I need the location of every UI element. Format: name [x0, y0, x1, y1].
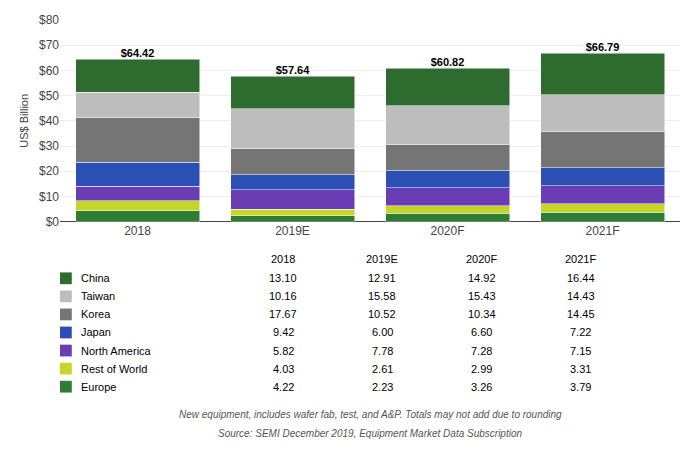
svg-text:10.52: 10.52: [368, 308, 396, 320]
svg-text:7.15: 7.15: [570, 345, 591, 357]
svg-text:Source: SEMI December 2019, Eq: Source: SEMI December 2019, Equipment Ma…: [218, 428, 522, 439]
svg-text:9.42: 9.42: [273, 326, 294, 338]
svg-text:16.44: 16.44: [567, 272, 595, 284]
svg-text:2020F: 2020F: [466, 253, 497, 265]
svg-text:2.99: 2.99: [471, 363, 492, 375]
svg-text:2021F: 2021F: [585, 224, 619, 238]
svg-text:15.58: 15.58: [368, 290, 396, 302]
svg-text:$10: $10: [39, 190, 59, 204]
svg-text:2018: 2018: [271, 253, 295, 265]
svg-text:15.43: 15.43: [468, 290, 496, 302]
svg-text:China: China: [81, 272, 111, 284]
svg-text:4.03: 4.03: [273, 363, 294, 375]
svg-text:$57.64: $57.64: [276, 64, 311, 76]
svg-text:14.92: 14.92: [468, 272, 496, 284]
svg-text:5.82: 5.82: [273, 345, 294, 357]
svg-text:$30: $30: [39, 139, 59, 153]
svg-text:Rest of World: Rest of World: [81, 363, 147, 375]
svg-text:Taiwan: Taiwan: [81, 290, 115, 302]
svg-text:6.00: 6.00: [372, 326, 393, 338]
svg-text:$60: $60: [39, 64, 59, 78]
svg-text:$50: $50: [39, 89, 59, 103]
svg-text:$20: $20: [39, 164, 59, 178]
svg-text:$80: $80: [39, 13, 59, 27]
svg-text:$70: $70: [39, 38, 59, 52]
svg-text:$64.42: $64.42: [121, 47, 155, 59]
svg-text:2019E: 2019E: [275, 224, 310, 238]
svg-text:2021F: 2021F: [565, 253, 596, 265]
svg-text:10.16: 10.16: [269, 290, 297, 302]
svg-text:$66.79: $66.79: [586, 41, 620, 53]
svg-text:4.22: 4.22: [273, 381, 294, 393]
svg-text:Korea: Korea: [81, 308, 111, 320]
svg-text:$40: $40: [39, 114, 59, 128]
svg-text:2.61: 2.61: [372, 363, 393, 375]
svg-text:Europe: Europe: [81, 381, 116, 393]
svg-text:7.22: 7.22: [570, 326, 591, 338]
svg-text:14.45: 14.45: [567, 308, 595, 320]
svg-text:13.10: 13.10: [269, 272, 297, 284]
svg-text:3.26: 3.26: [471, 381, 492, 393]
svg-text:12.91: 12.91: [368, 272, 396, 284]
svg-text:2.23: 2.23: [372, 381, 393, 393]
svg-text:10.34: 10.34: [468, 308, 496, 320]
svg-text:7.78: 7.78: [372, 345, 393, 357]
svg-text:3.79: 3.79: [570, 381, 591, 393]
svg-text:New equipment, includes wafer: New equipment, includes wafer fab, test,…: [179, 409, 562, 420]
svg-text:17.67: 17.67: [269, 308, 297, 320]
svg-text:7.28: 7.28: [471, 345, 492, 357]
svg-text:14.43: 14.43: [567, 290, 595, 302]
svg-text:2019E: 2019E: [366, 253, 398, 265]
svg-text:North America: North America: [81, 345, 152, 357]
svg-text:US$ Billion: US$ Billion: [18, 94, 30, 148]
svg-text:2020F: 2020F: [430, 224, 464, 238]
svg-text:3.31: 3.31: [570, 363, 591, 375]
svg-text:Japan: Japan: [81, 326, 111, 338]
svg-text:$0: $0: [46, 215, 60, 229]
svg-text:$60.82: $60.82: [431, 56, 465, 68]
svg-text:6.60: 6.60: [471, 326, 492, 338]
svg-text:2018: 2018: [124, 224, 151, 238]
